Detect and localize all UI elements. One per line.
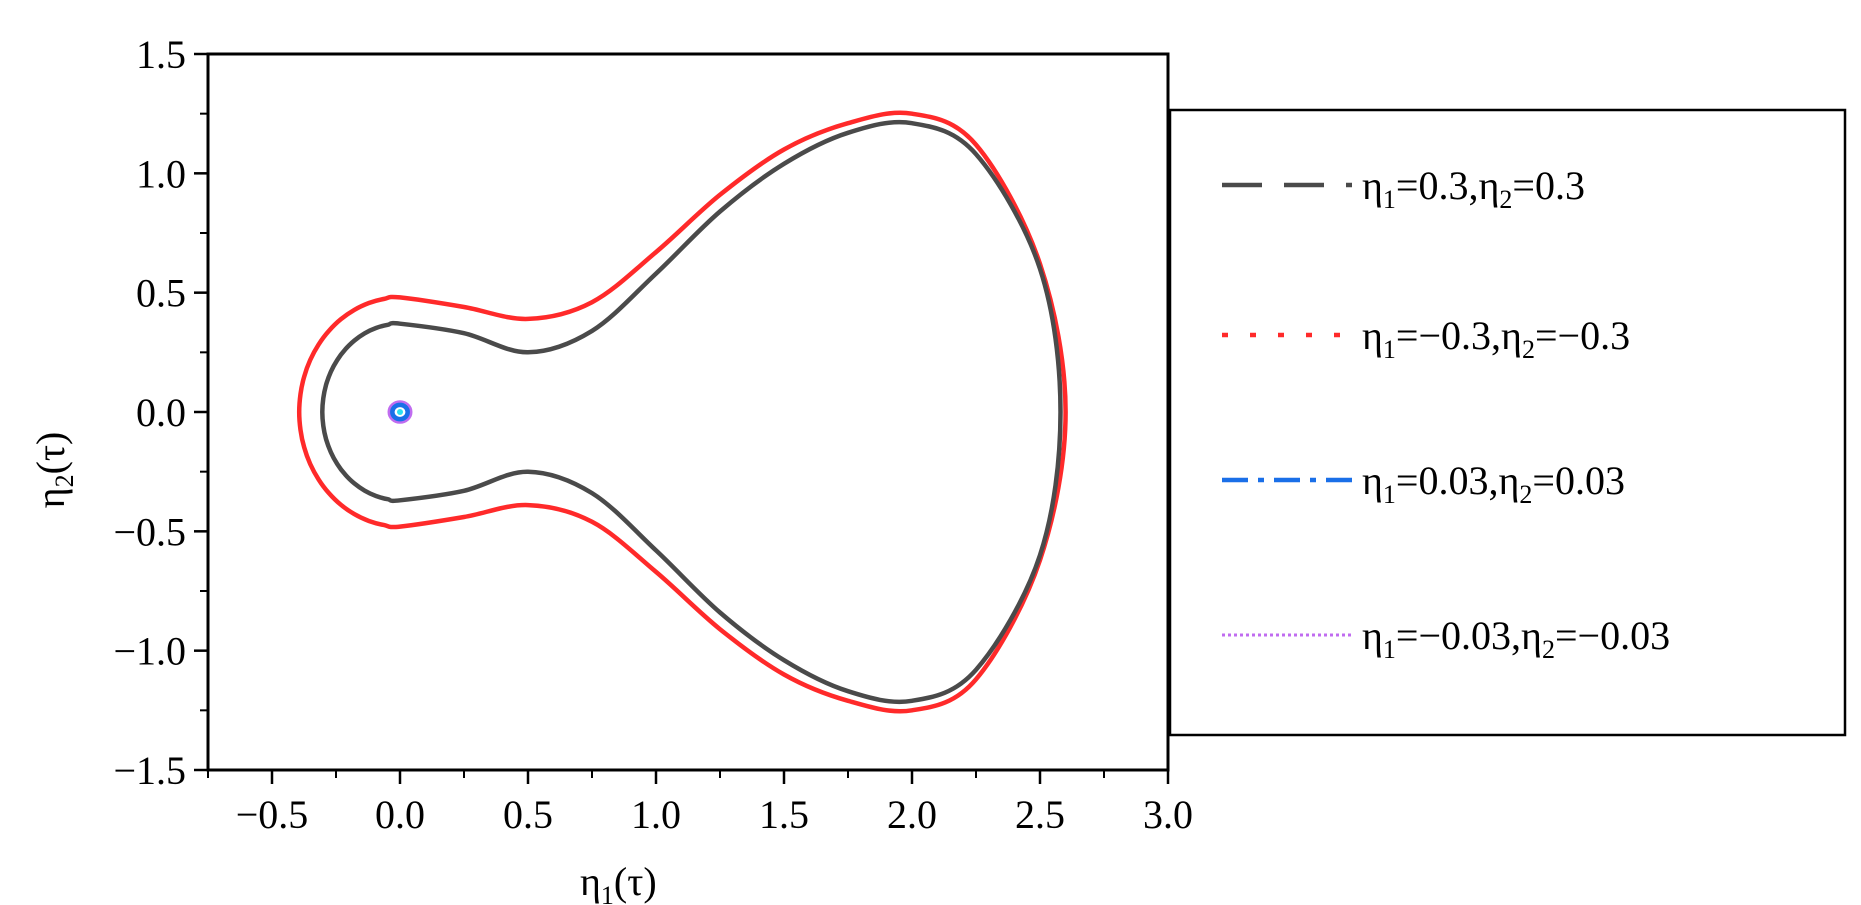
x-tick-label: 1.5 <box>759 792 809 837</box>
legend-item: η1=−0.03,η2=−0.03 <box>1222 613 1670 664</box>
plot-frame <box>206 52 1170 772</box>
x-tick-label: 0.5 <box>503 792 553 837</box>
x-tick-label: 1.0 <box>631 792 681 837</box>
x-axis-label: η1(τ) <box>580 859 657 905</box>
x-tick-label: 2.0 <box>887 792 937 837</box>
legend-label: η1=−0.3,η2=−0.3 <box>1362 313 1630 364</box>
y-axis-label: η2(τ) <box>28 432 79 509</box>
legend-label: η1=0.03,η2=0.03 <box>1362 458 1625 509</box>
legend: η1=0.3,η2=0.3 η1=−0.3,η2=−0.3 η1=0.03,η2=0… <box>1222 163 1670 664</box>
legend-label: η1=0.3,η2=0.3 <box>1362 163 1585 214</box>
legend-item: η1=−0.3,η2=−0.3 <box>1222 313 1630 364</box>
series-curve <box>296 110 1068 714</box>
y-tick-label: −0.5 <box>113 509 186 554</box>
x-axis-tick-labels: −0.5 0.0 0.5 1.0 1.5 2.0 2.5 3.0 <box>236 792 1193 837</box>
x-tick-label: −0.5 <box>236 792 309 837</box>
y-axis-tick-labels: −1.5 −1.0 −0.5 0.0 0.5 1.0 1.5 <box>113 32 186 793</box>
y-tick-label: −1.5 <box>113 748 186 793</box>
y-tick-label: 0.5 <box>136 271 186 316</box>
center-point <box>397 409 403 415</box>
series-small-orbit <box>387 400 413 424</box>
y-tick-label: −1.0 <box>113 629 186 674</box>
legend-box <box>1168 108 1847 737</box>
y-axis-ticks <box>194 52 208 772</box>
x-tick-label: 2.5 <box>1015 792 1065 837</box>
y-tick-label: 1.0 <box>136 151 186 196</box>
x-tick-label: 3.0 <box>1143 792 1193 837</box>
legend-label: η1=−0.03,η2=−0.03 <box>1362 613 1670 664</box>
series-small-orbit <box>390 402 410 422</box>
legend-item: η1=0.03,η2=0.03 <box>1222 458 1625 509</box>
series-curve <box>320 119 1063 705</box>
legend-item: η1=0.3,η2=0.3 <box>1222 163 1585 214</box>
y-tick-label: 1.5 <box>136 32 186 77</box>
x-tick-label: 0.0 <box>375 792 425 837</box>
y-tick-label: 0.0 <box>136 390 186 435</box>
plot-curves <box>296 110 1068 714</box>
x-axis-ticks <box>207 770 1170 784</box>
